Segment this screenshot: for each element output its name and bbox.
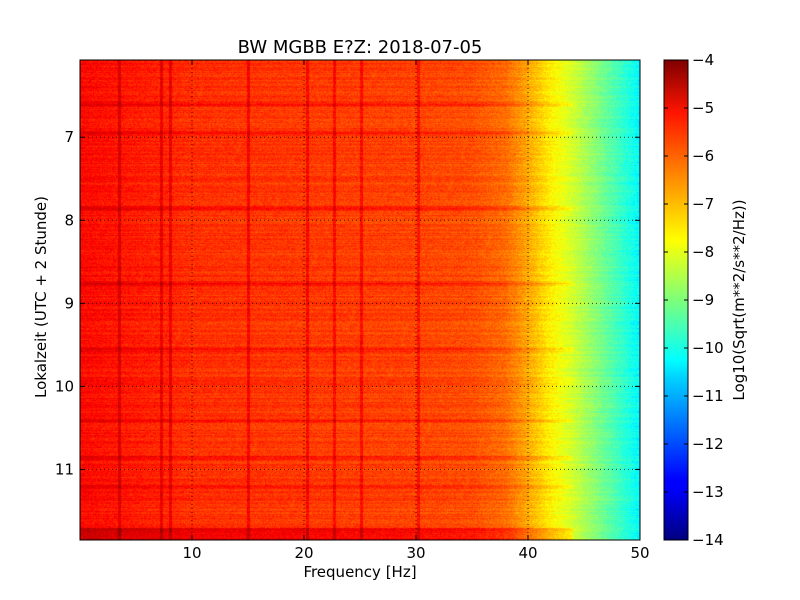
colorbar-tick-label: −12 xyxy=(692,435,724,453)
y-tick-label: 7 xyxy=(64,128,74,146)
colorbar-tick-label: −13 xyxy=(692,483,724,501)
plot-area: 10 20 30 40 50 7 8 9 10 11 xyxy=(55,59,650,562)
colorbar-tick-label: −5 xyxy=(692,99,714,117)
spectrogram-image xyxy=(80,60,640,540)
y-tick-label: 9 xyxy=(64,294,74,312)
x-tick-label: 50 xyxy=(630,544,649,562)
x-axis: 10 20 30 40 50 xyxy=(182,60,650,562)
colorbar-ticks: −4 −5 −6 −7 −8 −9 −10 −11 −12 −13 −14 xyxy=(664,51,724,549)
colorbar-tick-label: −8 xyxy=(692,243,714,261)
grid-lines xyxy=(80,60,640,540)
x-tick-label: 30 xyxy=(406,544,425,562)
y-tick-label: 11 xyxy=(55,460,74,478)
colorbar-tick-label: −7 xyxy=(692,195,714,213)
plot-frame xyxy=(79,59,641,541)
y-tick-label: 8 xyxy=(64,211,74,229)
y-axis: 7 8 9 10 11 xyxy=(55,128,640,478)
colorbar-tick-label: −10 xyxy=(692,339,724,357)
x-tick-label: 40 xyxy=(518,544,537,562)
x-axis-label: Frequency [Hz] xyxy=(303,563,416,581)
colorbar-tick-label: −6 xyxy=(692,147,714,165)
colorbar-tick-label: −11 xyxy=(692,387,724,405)
y-axis-label: Lokalzeit (UTC + 2 Stunde) xyxy=(32,196,50,398)
x-tick-label: 20 xyxy=(294,544,313,562)
colorbar-tick-label: −14 xyxy=(692,531,724,549)
colorbar-tick-label: −4 xyxy=(692,51,714,69)
colorbar-label: Log10(Sqrt(m**2/s**2/Hz)) xyxy=(730,199,748,400)
chart-title: BW MGBB E?Z: 2018-07-05 xyxy=(238,37,483,58)
y-tick-label: 10 xyxy=(55,377,74,395)
colorbar-tick-label: −9 xyxy=(692,291,714,309)
colorbar: −4 −5 −6 −7 −8 −9 −10 −11 −12 −13 −14 xyxy=(663,51,724,549)
x-tick-label: 10 xyxy=(182,544,201,562)
